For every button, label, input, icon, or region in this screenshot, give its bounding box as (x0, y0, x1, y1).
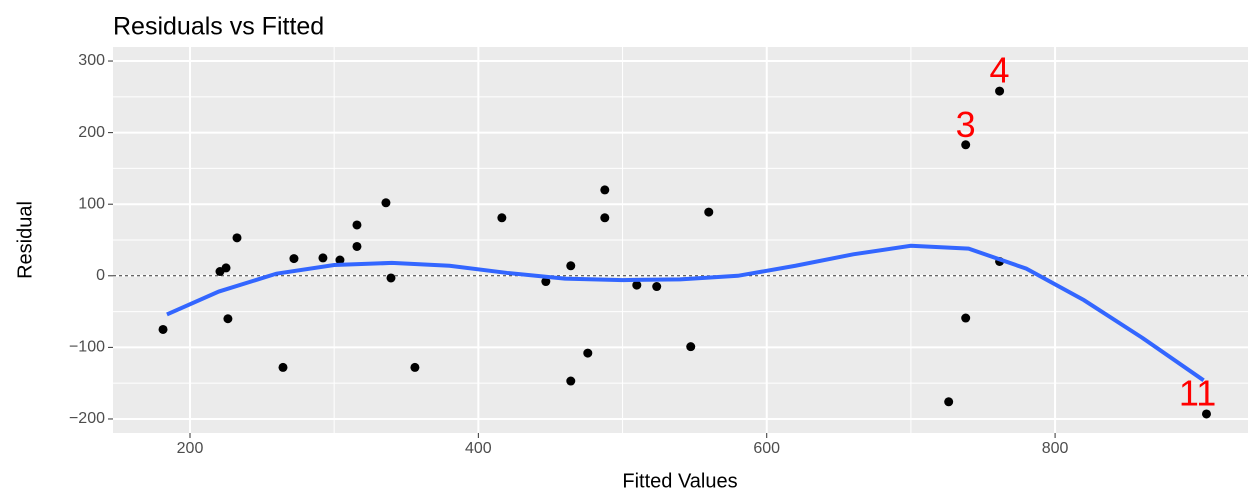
point (158, 324, 168, 334)
y-tick-label: −100 (69, 339, 105, 356)
point (278, 362, 288, 372)
point (704, 207, 714, 217)
y-tick-label: 100 (78, 195, 105, 212)
point (632, 280, 642, 290)
point (600, 213, 610, 223)
point (961, 313, 971, 323)
point (335, 255, 345, 265)
point (352, 220, 362, 230)
point (410, 362, 420, 372)
annotation: 11 (1179, 373, 1216, 414)
x-tick-label: 200 (177, 440, 204, 457)
y-tick-label: 200 (78, 124, 105, 141)
annotation: 3 (956, 104, 976, 145)
point (995, 86, 1005, 96)
y-tick-label: −200 (69, 410, 105, 427)
point (232, 233, 242, 243)
x-axis-title: Fitted Values (622, 470, 737, 492)
point (583, 348, 593, 358)
smooth-line (166, 243, 1205, 382)
point (497, 213, 507, 223)
point (289, 254, 299, 264)
x-tick-label: 800 (1042, 440, 1069, 457)
y-axis-title: Residual (14, 201, 36, 279)
y-tick-label: 0 (96, 267, 105, 284)
point (381, 198, 391, 208)
point (566, 261, 576, 271)
point (318, 253, 328, 263)
point (566, 376, 576, 386)
x-tick-label: 600 (753, 440, 780, 457)
point (961, 140, 971, 150)
point (221, 263, 231, 273)
point (352, 241, 362, 251)
point (223, 314, 233, 324)
point (1201, 409, 1211, 419)
annotation: 4 (990, 50, 1010, 91)
point (944, 397, 954, 407)
point (686, 342, 696, 352)
point (541, 277, 551, 287)
point (652, 282, 662, 292)
y-tick-label: 300 (78, 52, 105, 69)
point (386, 273, 396, 283)
chart-title: Residuals vs Fitted (113, 13, 324, 41)
x-tick-label: 400 (465, 440, 492, 457)
point (600, 185, 610, 195)
